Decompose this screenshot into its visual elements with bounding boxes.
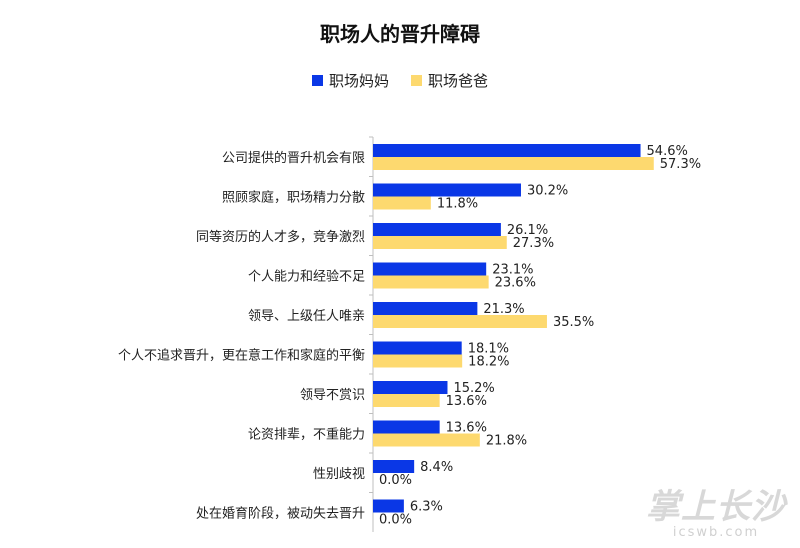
data-label-mom: 54.6%	[647, 144, 688, 159]
bar-dad	[373, 196, 431, 210]
category-label: 照顾家庭，职场精力分散	[222, 189, 365, 205]
bar-mom	[373, 183, 521, 197]
bar-mom	[373, 341, 462, 355]
category-label: 同等资历的人才多，竞争激烈	[196, 229, 365, 245]
data-label-dad: 18.2%	[468, 355, 509, 370]
category-label: 论资排辈，不重能力	[248, 426, 365, 442]
category-label: 处在婚育阶段，被动失去晋升	[196, 505, 365, 521]
bar-mom	[373, 460, 415, 473]
watermark-logo: 掌上长沙 icswb.com	[646, 489, 786, 540]
data-label-mom: 13.6%	[446, 421, 487, 436]
data-label-mom: 26.1%	[507, 223, 548, 238]
bar-dad	[373, 275, 489, 289]
bar-dad	[373, 157, 654, 170]
data-label-mom: 21.3%	[483, 302, 524, 317]
chart-legend: 职场妈妈 职场爸爸	[0, 70, 800, 91]
data-label-dad: 57.3%	[660, 157, 701, 172]
data-label-dad: 0.0%	[379, 513, 412, 528]
bar-mom	[373, 144, 641, 157]
bar-dad	[373, 354, 463, 368]
data-label-dad: 21.8%	[486, 434, 527, 449]
category-label: 公司提供的晋升机会有限	[222, 150, 365, 166]
bar-dad	[373, 315, 547, 328]
data-label-dad: 11.8%	[437, 197, 478, 212]
data-label-dad: 13.6%	[446, 394, 487, 409]
legend-item-mom: 职场妈妈	[311, 70, 389, 91]
bar-mom	[373, 381, 448, 394]
legend-label-mom: 职场妈妈	[328, 72, 389, 90]
legend-label-dad: 职场爸爸	[428, 72, 489, 90]
data-label-dad: 23.6%	[495, 276, 536, 291]
bar-dad	[373, 394, 440, 407]
bar-dad	[373, 433, 480, 447]
data-label-mom: 30.2%	[527, 184, 568, 199]
data-label-mom: 15.2%	[453, 381, 494, 396]
chart-title: 职场人的晋升障碍	[320, 22, 480, 46]
bar-mom	[373, 499, 404, 513]
category-label: 个人不追求晋升，更在意工作和家庭的平衡	[118, 347, 365, 363]
data-label-mom: 23.1%	[492, 263, 533, 278]
bar-mom	[373, 262, 487, 276]
data-label-dad: 27.3%	[513, 236, 554, 251]
bar-mom	[373, 420, 440, 434]
bar-mom	[373, 223, 501, 236]
bar-mom	[373, 302, 478, 315]
category-label: 领导、上级任人唯亲	[248, 309, 365, 324]
data-label-dad: 35.5%	[553, 315, 594, 330]
bar-dad	[373, 236, 507, 249]
legend-swatch-dad	[411, 75, 422, 86]
category-label: 个人能力和经验不足	[248, 268, 365, 284]
data-label-mom: 8.4%	[420, 460, 453, 475]
watermark-name: 掌上长沙	[646, 487, 786, 527]
legend-swatch-mom	[311, 75, 323, 86]
data-label-mom: 6.3%	[410, 500, 443, 515]
watermark-domain: icswb.com	[672, 525, 760, 540]
legend-item-dad: 职场爸爸	[411, 70, 488, 91]
category-label: 性别歧视	[313, 467, 365, 482]
category-label: 领导不赏识	[300, 388, 365, 403]
data-label-mom: 18.1%	[468, 342, 509, 357]
data-label-dad: 0.0%	[379, 473, 412, 488]
